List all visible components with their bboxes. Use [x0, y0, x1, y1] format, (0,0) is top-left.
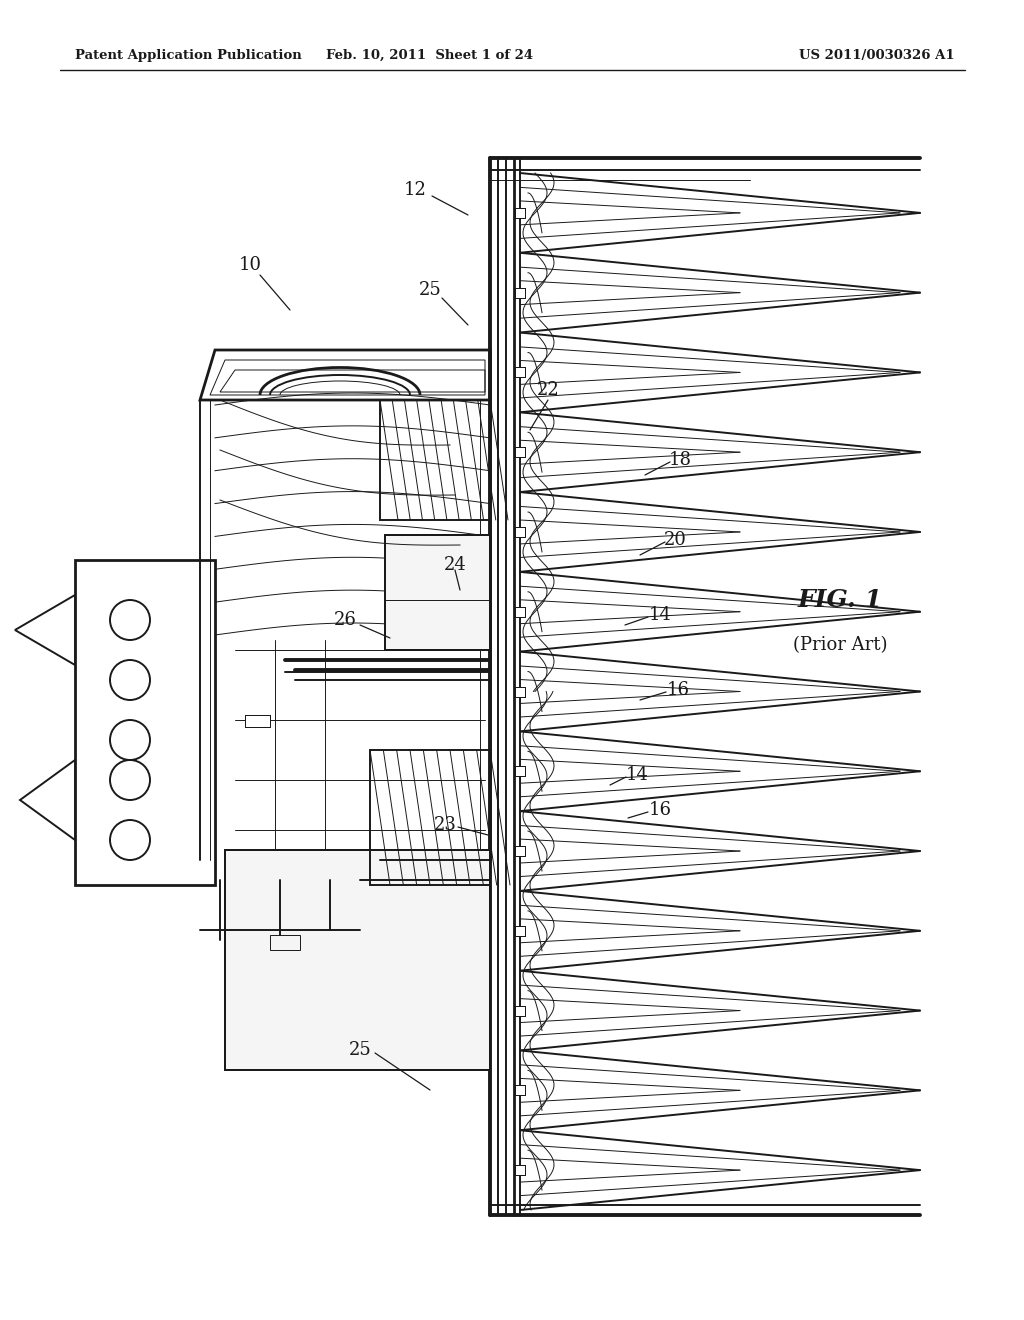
Text: 26: 26 [334, 611, 356, 630]
Text: 16: 16 [648, 801, 672, 818]
Text: 22: 22 [537, 381, 559, 399]
Bar [515, 1166, 525, 1175]
Bar [270, 935, 300, 950]
Text: 12: 12 [403, 181, 426, 199]
Bar [515, 367, 525, 378]
Bar [385, 535, 490, 649]
Bar [515, 527, 525, 537]
Bar [370, 750, 490, 884]
Bar [515, 288, 525, 297]
Text: 24: 24 [443, 556, 466, 574]
Bar [515, 447, 525, 457]
Text: 20: 20 [664, 531, 686, 549]
Bar [515, 846, 525, 857]
Text: Feb. 10, 2011  Sheet 1 of 24: Feb. 10, 2011 Sheet 1 of 24 [327, 49, 534, 62]
Text: 14: 14 [648, 606, 672, 624]
Bar [515, 447, 525, 457]
Bar [515, 925, 525, 936]
Bar [245, 715, 270, 727]
Text: 23: 23 [433, 816, 457, 834]
Text: 10: 10 [239, 256, 261, 275]
Bar [245, 715, 270, 727]
Bar [515, 846, 525, 857]
Bar [515, 207, 525, 218]
Bar [515, 686, 525, 697]
Text: 14: 14 [626, 766, 648, 784]
Bar [515, 925, 525, 936]
Bar [515, 1085, 525, 1096]
Bar [515, 607, 525, 616]
Bar [75, 560, 215, 884]
Text: (Prior Art): (Prior Art) [793, 636, 887, 653]
Bar [225, 850, 490, 1071]
Bar [515, 1006, 525, 1015]
Text: 18: 18 [669, 451, 691, 469]
Bar [515, 607, 525, 616]
Text: FIG. 1: FIG. 1 [798, 587, 883, 612]
Bar [385, 535, 490, 649]
Bar [515, 686, 525, 697]
Polygon shape [15, 595, 75, 665]
Text: 16: 16 [667, 681, 689, 700]
Polygon shape [20, 760, 75, 840]
Bar [380, 400, 490, 520]
Bar [225, 850, 490, 1071]
Bar [515, 367, 525, 378]
Text: Patent Application Publication: Patent Application Publication [75, 49, 302, 62]
Text: US 2011/0030326 A1: US 2011/0030326 A1 [800, 49, 955, 62]
Text: 25: 25 [419, 281, 441, 300]
Bar [515, 767, 525, 776]
Bar [515, 527, 525, 537]
Bar [515, 1085, 525, 1096]
Text: 25: 25 [348, 1041, 372, 1059]
Bar [515, 767, 525, 776]
Bar [515, 1006, 525, 1015]
Bar [515, 207, 525, 218]
Bar [515, 1166, 525, 1175]
Bar [515, 288, 525, 297]
